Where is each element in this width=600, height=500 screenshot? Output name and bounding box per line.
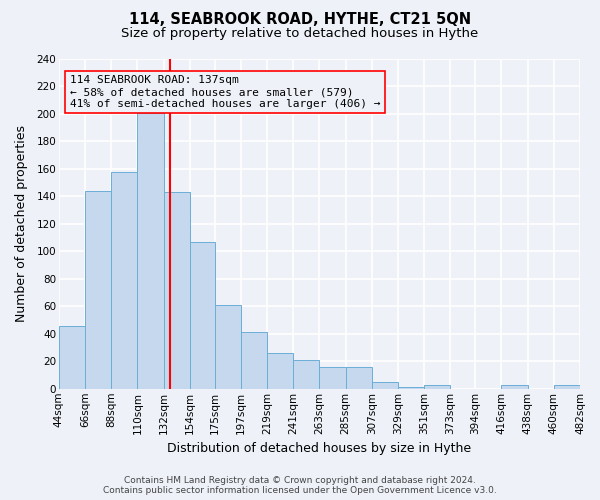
Bar xyxy=(293,360,319,389)
Text: 114, SEABROOK ROAD, HYTHE, CT21 5QN: 114, SEABROOK ROAD, HYTHE, CT21 5QN xyxy=(129,12,471,28)
Bar xyxy=(554,384,580,389)
Bar xyxy=(215,305,241,389)
Bar xyxy=(137,112,164,389)
Bar xyxy=(502,384,527,389)
Y-axis label: Number of detached properties: Number of detached properties xyxy=(15,126,28,322)
Bar xyxy=(241,332,267,389)
Bar xyxy=(424,384,451,389)
Bar xyxy=(372,382,398,389)
Bar xyxy=(398,388,424,389)
Bar xyxy=(267,353,293,389)
Text: 114 SEABROOK ROAD: 137sqm
← 58% of detached houses are smaller (579)
41% of semi: 114 SEABROOK ROAD: 137sqm ← 58% of detac… xyxy=(70,76,380,108)
Bar xyxy=(85,191,111,389)
Bar xyxy=(59,326,85,389)
Bar xyxy=(190,242,215,389)
Text: Size of property relative to detached houses in Hythe: Size of property relative to detached ho… xyxy=(121,28,479,40)
Bar xyxy=(346,367,372,389)
Bar xyxy=(319,367,346,389)
Text: Contains HM Land Registry data © Crown copyright and database right 2024.
Contai: Contains HM Land Registry data © Crown c… xyxy=(103,476,497,495)
Bar xyxy=(164,192,190,389)
X-axis label: Distribution of detached houses by size in Hythe: Distribution of detached houses by size … xyxy=(167,442,472,455)
Bar xyxy=(111,172,137,389)
